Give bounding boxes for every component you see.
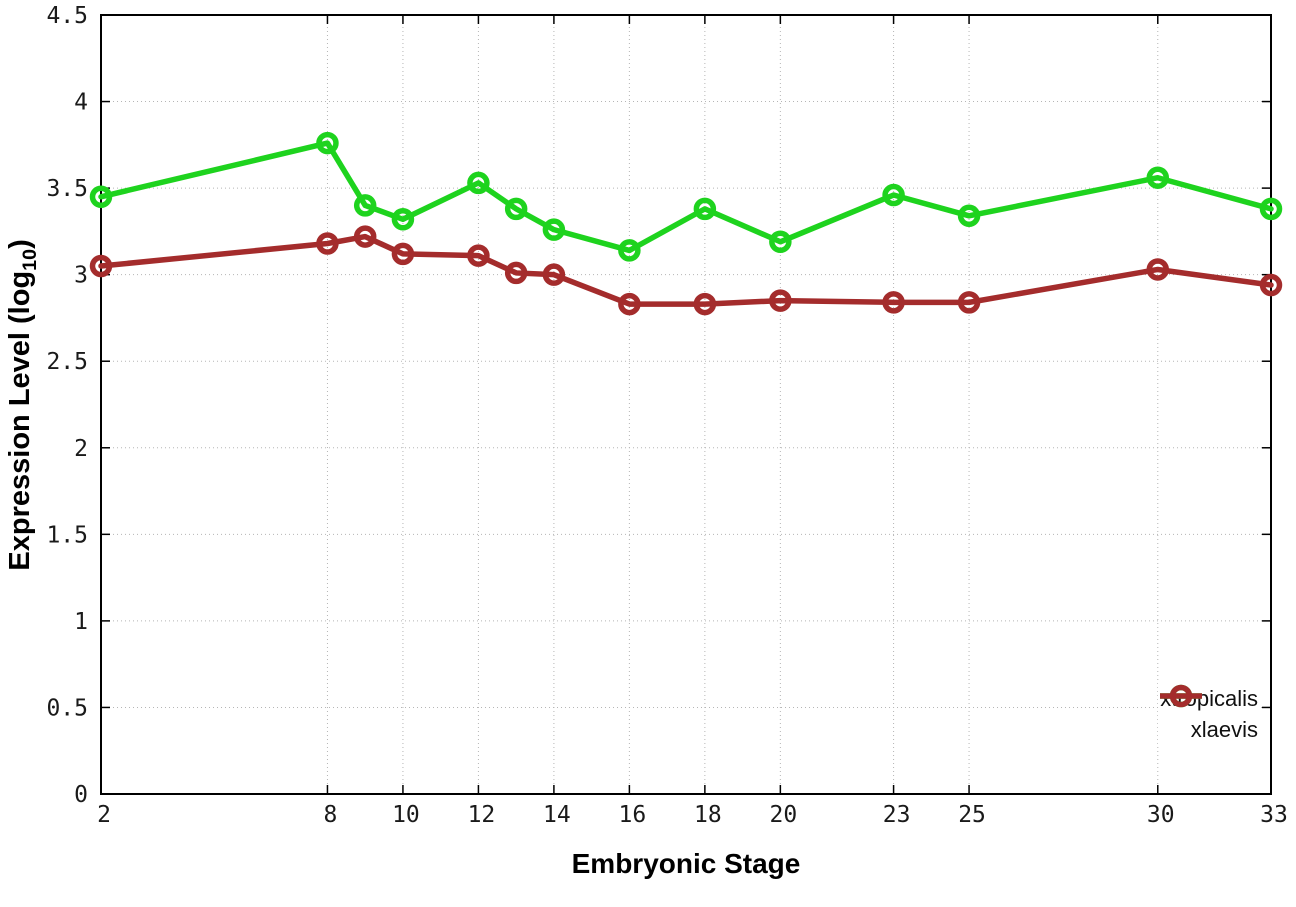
data-point-xlaevis	[316, 232, 339, 255]
data-point-xtropicalis	[957, 204, 981, 228]
y-tick-label: 0.5	[46, 695, 88, 721]
legend-item-xlaevis: xlaevis	[1160, 684, 1258, 745]
data-point-xlaevis	[1259, 273, 1283, 297]
y-axis-title-close: )	[4, 239, 37, 249]
x-tick-label: 20	[770, 802, 798, 828]
x-tick-label: 30	[1147, 802, 1175, 828]
data-point-xtropicalis	[769, 230, 792, 254]
data-point-xtropicalis	[882, 183, 905, 207]
x-tick-label: 12	[468, 802, 496, 828]
data-point-xtropicalis	[618, 239, 641, 262]
y-axis-title-subscript: 10	[18, 248, 41, 271]
data-point-xlaevis	[693, 292, 717, 316]
data-point-xlaevis	[467, 244, 490, 267]
x-tick-label: 23	[883, 802, 911, 828]
data-point-xlaevis	[504, 261, 528, 285]
y-tick-label: 4	[74, 90, 88, 116]
data-point-xlaevis	[391, 242, 415, 266]
x-tick-label: 18	[694, 802, 722, 828]
axis-border	[100, 14, 1272, 795]
data-point-xlaevis	[618, 292, 641, 316]
series-line-xlaevis	[98, 233, 1274, 307]
x-tick-label: 33	[1260, 802, 1288, 828]
data-point-xtropicalis	[542, 218, 566, 241]
x-axis-title: Embryonic Stage	[571, 848, 801, 879]
data-point-xtropicalis	[391, 208, 415, 231]
y-tick-label: 2	[74, 436, 88, 462]
x-tick-label: 25	[958, 802, 986, 828]
data-point-xtropicalis	[467, 171, 490, 195]
x-tick-label: 2	[97, 802, 111, 828]
x-tick-label: 14	[543, 802, 571, 828]
data-point-xlaevis	[353, 225, 377, 248]
series-line-xtropicalis	[98, 140, 1274, 254]
data-point-xtropicalis	[89, 185, 113, 209]
legend-label-xlaevis: xlaevis	[1190, 717, 1258, 742]
data-point-xtropicalis	[316, 131, 339, 155]
y-axis-title: Expression Level (log10)	[4, 175, 42, 635]
data-point-xlaevis	[769, 289, 792, 312]
data-point-xtropicalis	[693, 197, 717, 221]
data-point-xlaevis	[1146, 258, 1170, 281]
y-tick-label: 2.5	[46, 349, 88, 375]
data-point-xlaevis	[882, 291, 905, 314]
y-axis-title-text: Expression Level (log	[4, 270, 37, 571]
data-point-xtropicalis	[504, 197, 528, 221]
data-point-xlaevis	[542, 263, 566, 286]
y-tick-label: 3.5	[46, 176, 88, 202]
y-tick-label: 0	[74, 782, 88, 808]
data-point-xtropicalis	[353, 194, 377, 217]
legend-line-marker-icon	[1160, 684, 1203, 708]
data-point-xtropicalis	[1146, 166, 1170, 189]
y-tick-label: 4.5	[46, 3, 88, 29]
data-point-xtropicalis	[1259, 197, 1283, 221]
x-tick-label: 16	[619, 802, 647, 828]
y-tick-label: 1.5	[46, 522, 88, 548]
y-tick-label: 1	[74, 609, 88, 635]
y-tick-label: 3	[74, 263, 88, 289]
data-point-xlaevis	[957, 291, 981, 314]
legend: xtropicalis xlaevis	[1158, 682, 1260, 746]
x-tick-label: 10	[392, 802, 420, 828]
x-tick-label: 8	[324, 802, 338, 828]
data-point-xlaevis	[89, 254, 113, 278]
